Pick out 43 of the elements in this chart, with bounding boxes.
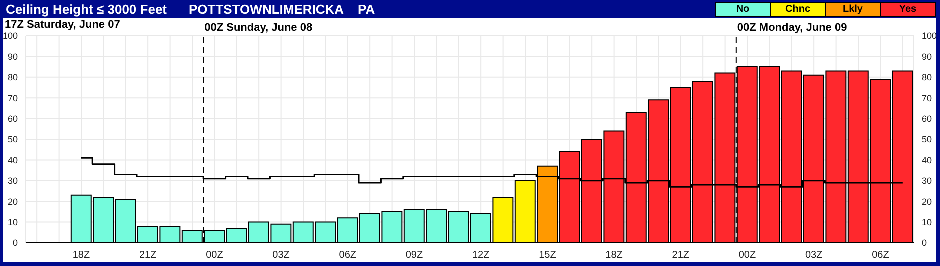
x-tick-label: 18Z xyxy=(72,250,90,262)
x-tick-label: 06Z xyxy=(872,250,890,262)
ref-line-label: 00Z Sunday, June 08 xyxy=(204,22,313,34)
y2-tick-label: 10 xyxy=(922,217,932,228)
y-tick-label: 70 xyxy=(8,93,18,104)
x-tick-label: 15Z xyxy=(539,250,556,262)
x-tick-label: 00Z xyxy=(206,250,224,262)
y-tick-label: 20 xyxy=(8,196,18,207)
text: Chnc xyxy=(770,2,826,17)
x-tick-label: 12Z xyxy=(472,250,490,262)
y-tick-label: 30 xyxy=(8,176,18,186)
y-tick-label: 60 xyxy=(8,114,18,124)
y2-tick-label: 50 xyxy=(922,134,932,145)
y2-tick-label: 0 xyxy=(922,238,928,248)
y2-tick-label: 30 xyxy=(922,176,932,186)
y-tick-label: 90 xyxy=(8,52,18,62)
y-tick-label: 40 xyxy=(8,155,18,166)
y2-tick-label: 60 xyxy=(922,114,932,124)
x-tick-label: 00Z xyxy=(738,250,756,262)
text: Yes xyxy=(880,2,936,17)
x-tick-label: 21Z xyxy=(672,250,690,262)
ref-line-label: 00Z Monday, June 09 xyxy=(737,22,848,34)
y-tick-label: 10 xyxy=(8,217,18,228)
y2-tick-label: 20 xyxy=(922,196,932,207)
x-tick-label: 18Z xyxy=(606,250,623,262)
x-tick-label: 03Z xyxy=(272,250,290,262)
y-tick-label: 100 xyxy=(2,31,18,42)
text: Lkly xyxy=(825,2,881,17)
text: 17Z Saturday, June 07 xyxy=(5,19,120,31)
y2-tick-label: 70 xyxy=(922,93,932,104)
y-tick-label: 80 xyxy=(8,72,18,83)
y2-tick-label: 80 xyxy=(922,72,932,83)
y-tick-label: 50 xyxy=(8,134,18,145)
x-tick-label: 21Z xyxy=(139,250,157,262)
y2-tick-label: 90 xyxy=(922,52,932,62)
chart-title: Ceiling Height ≤ 3000 Feet xyxy=(6,2,168,16)
x-tick-label: 03Z xyxy=(805,250,823,262)
chart-subtitle: POTTSTOWNLIMERICKA PA xyxy=(189,2,376,16)
x-tick-label: 06Z xyxy=(339,250,357,262)
x-tick-label: 09Z xyxy=(406,250,424,262)
y2-tick-label: 40 xyxy=(922,155,932,166)
text: No xyxy=(715,2,771,17)
y-tick-label: 0 xyxy=(12,238,18,248)
